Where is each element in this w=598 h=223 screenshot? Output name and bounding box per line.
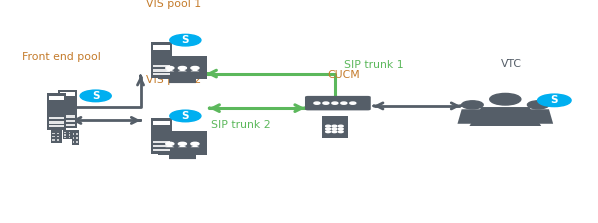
Polygon shape: [190, 145, 200, 147]
Bar: [60, 115, 75, 118]
Circle shape: [341, 102, 347, 104]
Bar: [49, 125, 65, 127]
Circle shape: [170, 34, 201, 46]
Circle shape: [338, 131, 343, 133]
Bar: [151, 42, 172, 78]
Text: VIS pool 1: VIS pool 1: [146, 0, 201, 9]
Bar: [57, 139, 59, 141]
Bar: [57, 132, 59, 134]
Text: S: S: [182, 35, 189, 45]
Circle shape: [191, 142, 199, 145]
FancyBboxPatch shape: [305, 96, 371, 110]
Polygon shape: [190, 69, 200, 71]
Circle shape: [191, 66, 199, 70]
Polygon shape: [178, 145, 187, 147]
Circle shape: [170, 110, 201, 122]
Circle shape: [332, 128, 337, 130]
Circle shape: [323, 102, 329, 104]
Bar: [58, 90, 77, 128]
Bar: [153, 70, 170, 72]
Circle shape: [338, 128, 343, 130]
Circle shape: [326, 125, 331, 127]
Circle shape: [314, 102, 320, 104]
Circle shape: [338, 125, 343, 127]
Bar: [76, 137, 78, 139]
Polygon shape: [178, 69, 187, 71]
Bar: [153, 73, 170, 75]
Bar: [69, 134, 71, 136]
Bar: [72, 130, 79, 145]
Text: S: S: [182, 111, 189, 121]
Circle shape: [462, 101, 483, 109]
Circle shape: [166, 66, 174, 70]
Bar: [60, 124, 75, 126]
Text: SIP trunk 1: SIP trunk 1: [344, 60, 404, 70]
Polygon shape: [469, 107, 541, 126]
Bar: [151, 118, 172, 154]
Circle shape: [326, 128, 331, 130]
Bar: [73, 141, 74, 143]
Circle shape: [178, 142, 187, 145]
Bar: [73, 137, 74, 139]
Circle shape: [332, 102, 338, 104]
Polygon shape: [523, 109, 553, 124]
FancyBboxPatch shape: [158, 132, 207, 155]
Circle shape: [527, 101, 549, 109]
Bar: [153, 65, 170, 67]
Polygon shape: [457, 109, 487, 124]
FancyBboxPatch shape: [322, 116, 348, 138]
Text: VTC: VTC: [501, 59, 522, 69]
Circle shape: [350, 102, 356, 104]
Polygon shape: [165, 69, 175, 71]
Circle shape: [166, 142, 174, 145]
Circle shape: [332, 125, 337, 127]
Bar: [73, 133, 74, 135]
Bar: [63, 130, 72, 139]
Bar: [57, 136, 59, 137]
Circle shape: [490, 93, 521, 105]
Bar: [47, 93, 66, 130]
Text: S: S: [551, 95, 558, 105]
Bar: [153, 141, 170, 143]
Bar: [69, 137, 71, 138]
Circle shape: [332, 131, 337, 133]
Bar: [49, 96, 65, 100]
Bar: [49, 121, 65, 124]
Circle shape: [538, 94, 571, 107]
Bar: [76, 133, 78, 135]
Bar: [76, 141, 78, 143]
Text: CUCM: CUCM: [328, 70, 360, 80]
FancyBboxPatch shape: [158, 56, 207, 79]
Circle shape: [326, 131, 331, 133]
Bar: [153, 145, 170, 147]
Bar: [64, 132, 66, 133]
Bar: [60, 120, 75, 122]
Bar: [153, 121, 170, 125]
Bar: [53, 132, 54, 134]
FancyBboxPatch shape: [324, 117, 346, 123]
Text: VIS pool 2: VIS pool 2: [146, 75, 201, 85]
Circle shape: [80, 90, 111, 102]
Bar: [69, 132, 71, 133]
Bar: [51, 130, 62, 143]
Polygon shape: [165, 145, 175, 147]
Bar: [153, 149, 170, 151]
Circle shape: [178, 66, 187, 70]
Bar: [153, 45, 170, 50]
Bar: [60, 92, 75, 96]
Bar: [64, 137, 66, 138]
Bar: [64, 134, 66, 136]
Bar: [49, 117, 65, 119]
Text: SIP trunk 2: SIP trunk 2: [211, 120, 271, 130]
Text: S: S: [92, 91, 99, 101]
Bar: [53, 136, 54, 137]
Text: Front end pool: Front end pool: [22, 52, 101, 62]
Bar: [53, 139, 54, 141]
